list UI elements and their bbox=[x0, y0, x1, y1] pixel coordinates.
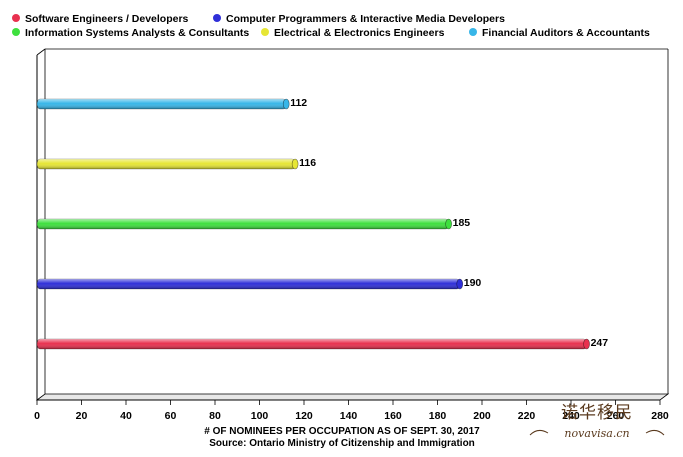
legend-entry: Computer Programmers & Interactive Media… bbox=[213, 13, 505, 25]
legend-entry: Financial Auditors & Accountants bbox=[469, 27, 650, 39]
x-tick-label: 0 bbox=[34, 410, 40, 422]
x-tick-label: 140 bbox=[340, 410, 358, 422]
x-tick-label: 60 bbox=[165, 410, 177, 422]
bars: 247 190 185 116 112 bbox=[36, 97, 609, 350]
legend-swatch bbox=[12, 14, 20, 22]
bar: 116 bbox=[36, 157, 316, 170]
legend-entry: Information Systems Analysts & Consultan… bbox=[12, 27, 249, 39]
bar: 112 bbox=[36, 97, 307, 110]
x-tick-label: 220 bbox=[518, 410, 536, 422]
x-tick-label: 120 bbox=[295, 410, 313, 422]
legend-swatch bbox=[12, 28, 20, 36]
legend-label: Electrical & Electronics Engineers bbox=[274, 27, 445, 39]
x-tick-label: 100 bbox=[251, 410, 269, 422]
x-tick-label: 80 bbox=[209, 410, 221, 422]
legend-label: Computer Programmers & Interactive Media… bbox=[226, 13, 505, 25]
bar-value-label: 190 bbox=[464, 277, 482, 289]
legend-swatch bbox=[261, 28, 269, 36]
x-axis-ticks: 0 20 40 60 80 100 120 140 160 180 200 220 240 260 280 bbox=[34, 400, 669, 422]
x-tick-label: 40 bbox=[120, 410, 132, 422]
x-tick-label: 200 bbox=[473, 410, 491, 422]
legend-label: Software Engineers / Developers bbox=[25, 13, 189, 25]
bar-value-label: 116 bbox=[299, 157, 316, 169]
legend-entry: Electrical & Electronics Engineers bbox=[261, 27, 445, 39]
x-axis-label: # OF NOMINEES PER OCCUPATION AS OF SEPT.… bbox=[204, 426, 480, 437]
x-tick-label: 180 bbox=[429, 410, 447, 422]
legend-swatch bbox=[213, 14, 221, 22]
bar: 185 bbox=[36, 217, 471, 230]
legend-swatch bbox=[469, 28, 477, 36]
bar: 247 bbox=[36, 337, 609, 350]
bar: 190 bbox=[36, 277, 482, 290]
x-tick-label: 260 bbox=[607, 410, 625, 422]
watermark-chinese: 诺华移民 bbox=[561, 403, 633, 423]
x-tick-label: 160 bbox=[384, 410, 402, 422]
x-tick-label: 20 bbox=[76, 410, 88, 422]
legend: Software Engineers / Developers Computer … bbox=[12, 13, 650, 39]
x-tick-label: 280 bbox=[651, 410, 669, 422]
legend-label: Financial Auditors & Accountants bbox=[482, 27, 650, 39]
legend-entry: Software Engineers / Developers bbox=[12, 13, 189, 25]
source-note: Source: Ontario Ministry of Citizenship … bbox=[209, 438, 475, 449]
bar-value-label: 185 bbox=[453, 217, 471, 229]
watermark-latin: novavisa.cn bbox=[564, 427, 629, 440]
bar-value-label: 247 bbox=[591, 337, 609, 349]
watermark-logo: 诺华移民 novavisa.cn bbox=[529, 403, 665, 440]
x-tick-label: 240 bbox=[562, 410, 580, 422]
plot-frame bbox=[35, 48, 670, 401]
bar-value-label: 112 bbox=[290, 97, 307, 109]
legend-label: Information Systems Analysts & Consultan… bbox=[25, 27, 249, 39]
